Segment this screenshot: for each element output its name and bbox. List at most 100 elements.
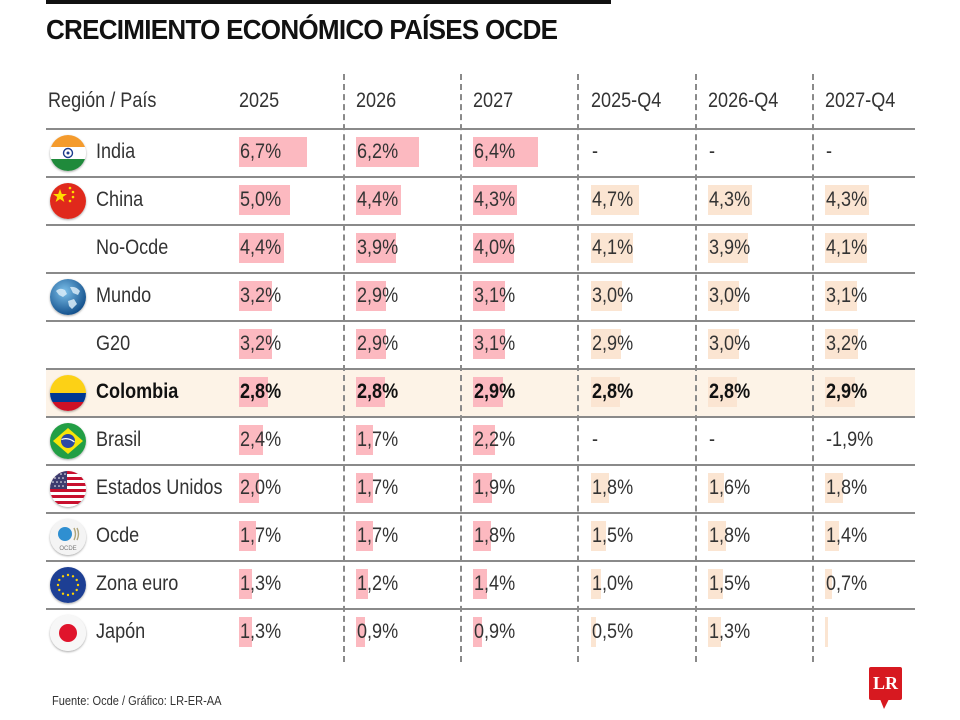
value-bar xyxy=(591,185,639,215)
column-header-2027-q4: 2027-Q4 xyxy=(825,89,896,112)
value-bar xyxy=(708,569,724,599)
value-label: 3,0% xyxy=(592,284,634,307)
value-bar xyxy=(825,473,844,503)
value-bar xyxy=(356,233,396,263)
row-label: India xyxy=(96,140,136,163)
column-divider xyxy=(695,74,697,662)
column-divider xyxy=(343,74,345,662)
value-label: - xyxy=(709,428,716,451)
table-row-zona-euro: Zona euro 1,3% 1,2% 1,4% 1,0% 1,5% 0,7% xyxy=(46,562,915,610)
value-bar xyxy=(825,569,833,599)
value-bar xyxy=(239,329,272,359)
column-header-2025: 2025 xyxy=(239,89,280,112)
value-label: 1,9% xyxy=(474,476,516,499)
colombia-flag-icon xyxy=(50,375,86,411)
value-bar xyxy=(708,329,739,359)
value-bar xyxy=(356,617,366,647)
value-bar xyxy=(239,473,260,503)
value-label: - xyxy=(592,428,599,451)
value-bar xyxy=(473,329,505,359)
brazil-flag-icon xyxy=(50,423,86,459)
value-bar xyxy=(239,617,253,647)
value-label: 3,1% xyxy=(826,284,868,307)
column-divider xyxy=(460,74,462,662)
value-bar xyxy=(473,281,505,311)
value-label: 3,1% xyxy=(474,284,516,307)
value-bar xyxy=(473,233,514,263)
table-row-colombia: Colombia 2,8% 2,8% 2,9% 2,8% 2,8% 2,9% xyxy=(46,370,915,418)
column-header-2026-q4: 2026-Q4 xyxy=(708,89,779,112)
table-row-mundo: Mundo 3,2% 2,9% 3,1% 3,0% 3,0% 3,1% xyxy=(46,274,915,322)
value-bar xyxy=(591,377,620,407)
value-label: 1,8% xyxy=(592,476,634,499)
value-bar xyxy=(591,521,607,551)
value-bar xyxy=(473,377,503,407)
value-label: 6,2% xyxy=(357,140,399,163)
top-rule xyxy=(46,0,611,4)
value-label: 1,7% xyxy=(357,476,399,499)
row-label: Estados Unidos xyxy=(96,476,223,499)
value-bar xyxy=(473,521,492,551)
value-label: - xyxy=(826,140,833,163)
column-divider xyxy=(577,74,579,662)
value-bar xyxy=(708,521,727,551)
value-label: 2,9% xyxy=(826,380,868,403)
india-flag-icon xyxy=(50,135,86,171)
value-label: 3,2% xyxy=(240,284,282,307)
value-label: 5,0% xyxy=(240,188,282,211)
value-label: 4,1% xyxy=(826,236,868,259)
table-row-brasil: Brasil 2,4% 1,7% 2,2% - - -1,9% xyxy=(46,418,915,466)
value-bar xyxy=(473,473,493,503)
value-label: 4,4% xyxy=(240,236,282,259)
value-bar xyxy=(239,569,253,599)
value-bar xyxy=(708,377,737,407)
row-label: Colombia xyxy=(96,380,179,403)
value-label: 1,8% xyxy=(474,524,516,547)
value-label: 2,9% xyxy=(357,332,399,355)
value-label: 2,9% xyxy=(474,380,516,403)
value-label: 1,3% xyxy=(240,572,282,595)
value-label: 0,7% xyxy=(826,572,868,595)
table-row-ocde: OCDE Ocde 1,7% 1,7% 1,8% 1,5% 1,8% 1,4% xyxy=(46,514,915,562)
value-label: 1,0% xyxy=(592,572,634,595)
eu-flag-icon xyxy=(50,567,86,603)
value-label: 6,7% xyxy=(240,140,282,163)
value-label: 6,4% xyxy=(474,140,516,163)
column-header-region: Región / País xyxy=(48,89,157,112)
value-bar xyxy=(825,617,829,647)
value-label: 4,3% xyxy=(709,188,751,211)
value-label: - xyxy=(709,140,716,163)
value-label: - xyxy=(592,140,599,163)
value-bar xyxy=(239,137,308,167)
value-bar xyxy=(239,185,290,215)
value-bar xyxy=(473,617,483,647)
value-bar xyxy=(591,281,622,311)
svg-text:OCDE: OCDE xyxy=(59,546,76,552)
value-label: 1,7% xyxy=(357,428,399,451)
value-label: 3,2% xyxy=(826,332,868,355)
china-flag-icon xyxy=(50,183,86,219)
value-label: 0,9% xyxy=(474,620,516,643)
value-label: 1,5% xyxy=(592,524,634,547)
value-bar xyxy=(356,137,420,167)
value-bar xyxy=(356,473,374,503)
header-row: Región / País 2025 2026 2027 2025-Q4 2026-Q4 2… xyxy=(46,82,915,130)
value-label: 1,4% xyxy=(826,524,868,547)
value-bar xyxy=(473,137,539,167)
value-bar xyxy=(825,185,869,215)
value-bar xyxy=(356,281,386,311)
value-bar xyxy=(708,617,722,647)
value-bar xyxy=(825,233,867,263)
value-label: 1,8% xyxy=(709,524,751,547)
value-label: 2,0% xyxy=(240,476,282,499)
value-bar xyxy=(708,281,739,311)
value-bar xyxy=(591,233,633,263)
value-bar xyxy=(356,377,385,407)
value-label: 1,2% xyxy=(357,572,399,595)
value-label: 2,8% xyxy=(592,380,634,403)
table-row-g20: G20 3,2% 2,9% 3,1% 2,9% 3,0% 3,2% xyxy=(46,322,915,370)
value-label: 3,9% xyxy=(357,236,399,259)
row-label: G20 xyxy=(96,332,131,355)
row-label: No-Ocde xyxy=(96,236,169,259)
value-bar xyxy=(239,521,257,551)
